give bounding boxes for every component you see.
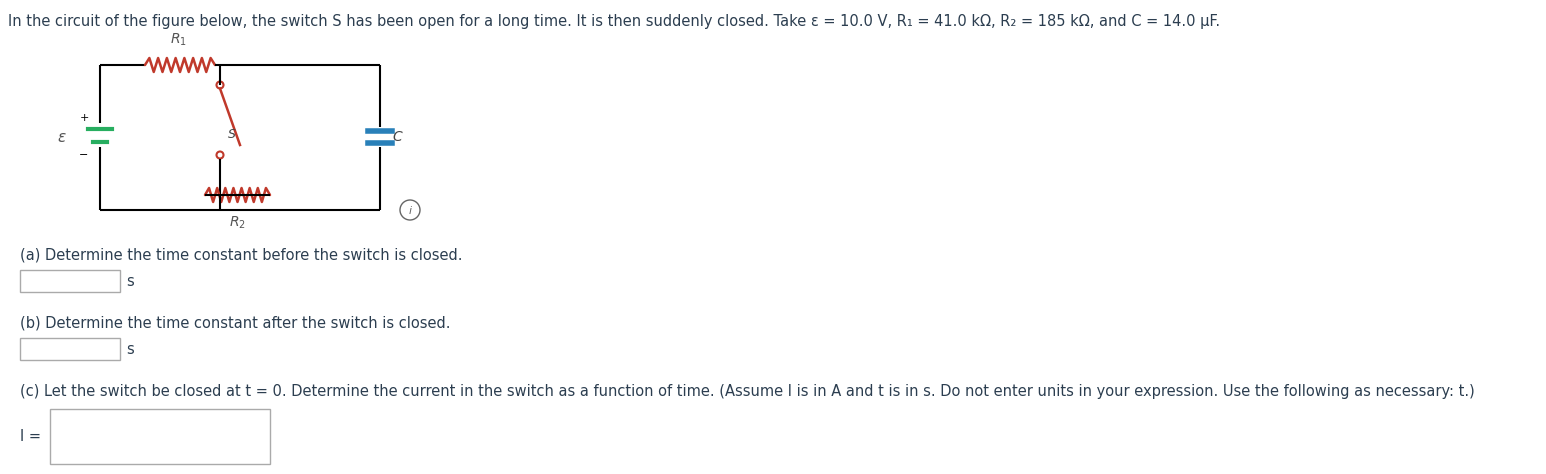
- Text: In the circuit of the figure below, the switch S has been open for a long time. : In the circuit of the figure below, the …: [8, 14, 1220, 29]
- Text: (c) Let the switch be closed at t = 0. Determine the current in the switch as a : (c) Let the switch be closed at t = 0. D…: [20, 384, 1475, 399]
- Text: s: s: [127, 341, 135, 356]
- Text: +: +: [79, 113, 88, 123]
- Text: (b) Determine the time constant after the switch is closed.: (b) Determine the time constant after th…: [20, 316, 450, 331]
- Text: (a) Determine the time constant before the switch is closed.: (a) Determine the time constant before t…: [20, 248, 462, 263]
- Text: $R_2$: $R_2$: [229, 215, 246, 231]
- Text: s: s: [127, 273, 135, 289]
- Text: i: i: [408, 206, 411, 216]
- Bar: [20, 338, 121, 360]
- Text: −: −: [79, 150, 88, 160]
- Text: S: S: [227, 128, 237, 142]
- Bar: [49, 409, 271, 464]
- Text: I =: I =: [20, 429, 42, 444]
- Text: $R_1$: $R_1$: [170, 32, 187, 48]
- Text: $C$: $C$: [393, 130, 404, 144]
- Text: $\varepsilon$: $\varepsilon$: [57, 129, 66, 145]
- Bar: [20, 270, 121, 292]
